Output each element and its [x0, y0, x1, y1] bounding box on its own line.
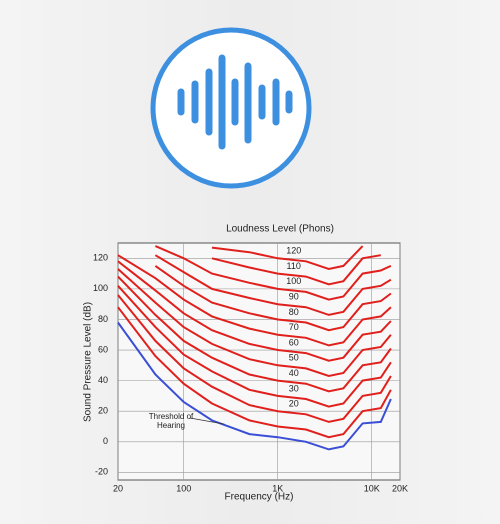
- curve: [117, 285, 392, 408]
- curve: [117, 260, 392, 362]
- chart-title: Loudness Level (Phons): [226, 224, 334, 235]
- curve-label: 20: [289, 399, 299, 409]
- curve-label: 100: [286, 276, 301, 286]
- annotation-leader: [189, 417, 225, 425]
- y-tick-label: 100: [93, 283, 108, 293]
- curve: [211, 245, 364, 271]
- curve-label: 50: [289, 353, 299, 363]
- curve-annotation: Threshold of Hearing: [148, 412, 194, 430]
- curve-label: 60: [289, 337, 299, 347]
- audio-icon: [150, 27, 312, 189]
- y-tick-label: 60: [98, 344, 108, 354]
- x-axis-label: Frequency (Hz): [225, 492, 294, 503]
- curve-label: 40: [289, 368, 299, 378]
- curve-label: 120: [286, 246, 301, 256]
- x-tick-label: 10K: [364, 483, 380, 493]
- y-tick-label: 40: [98, 375, 108, 385]
- curve: [211, 254, 381, 286]
- x-tick-label: 20K: [392, 483, 408, 493]
- x-tick-label: 20: [113, 483, 123, 493]
- y-tick-label: 80: [98, 314, 108, 324]
- curve: [117, 268, 392, 378]
- curve: [117, 306, 392, 439]
- x-tick-label: 100: [176, 483, 191, 493]
- curve: [154, 265, 392, 332]
- curve: [117, 294, 392, 423]
- x-tick-label: 1K: [272, 483, 283, 493]
- y-tick-label: -20: [95, 467, 108, 477]
- curve-label: 80: [289, 307, 299, 317]
- curve: [155, 245, 392, 301]
- curve: [117, 275, 392, 393]
- annotation-text: Threshold of Hearing: [148, 412, 194, 430]
- curve-label: 90: [289, 292, 299, 302]
- curve: [117, 254, 392, 347]
- y-tick-label: 20: [98, 406, 108, 416]
- curve-label: 30: [289, 383, 299, 393]
- y-axis-label: Sound Pressure Level (dB): [83, 302, 94, 422]
- y-tick-label: 0: [103, 436, 108, 446]
- y-tick-label: 120: [93, 253, 108, 263]
- curve-label: 70: [289, 322, 299, 332]
- curve-label: 110: [287, 261, 301, 271]
- curve: [117, 321, 392, 451]
- curve: [154, 254, 392, 316]
